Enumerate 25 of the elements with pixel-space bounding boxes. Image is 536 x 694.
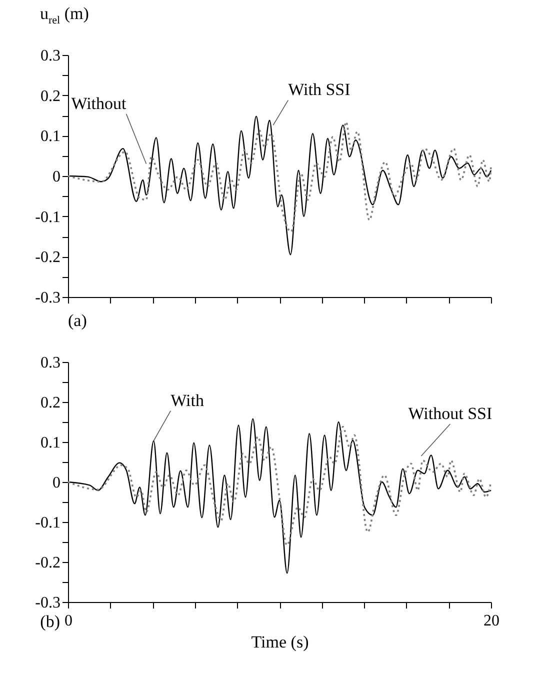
y-tick-label: 0.3 [40, 48, 60, 64]
annotation: Without [71, 94, 127, 113]
y-axis-title: u$_{rel}$ (m) [40, 4, 89, 26]
y-tick-label: 0.2 [40, 88, 60, 105]
text: (b) [40, 612, 60, 631]
y-tick-label: -0.3 [35, 594, 60, 612]
y-tick-label: 0 [52, 474, 60, 492]
y-tick-label: -0.2 [35, 249, 60, 266]
x-tick-label: 20 [484, 612, 500, 630]
annotation: With [170, 390, 204, 410]
y-tick-label: 0 [52, 168, 60, 186]
y-tick-label: 0.3 [40, 354, 60, 372]
y-tick-label: 0.1 [40, 128, 60, 146]
annotation: Without SSI [408, 404, 492, 423]
y-tick-label: 0.2 [40, 394, 60, 412]
y-tick-label: -0.1 [35, 514, 60, 532]
y-tick-label: -0.1 [35, 208, 60, 226]
line-series [67, 121, 492, 233]
y-tick-label: -0.2 [35, 554, 60, 572]
y-tick-label: 0.1 [40, 434, 60, 452]
annotation: With SSI [288, 80, 351, 100]
line-series [67, 426, 492, 546]
y-tick-label: -0.3 [35, 290, 60, 306]
x-axis-title: Time (s) [251, 632, 309, 652]
text: (a) [68, 311, 87, 330]
